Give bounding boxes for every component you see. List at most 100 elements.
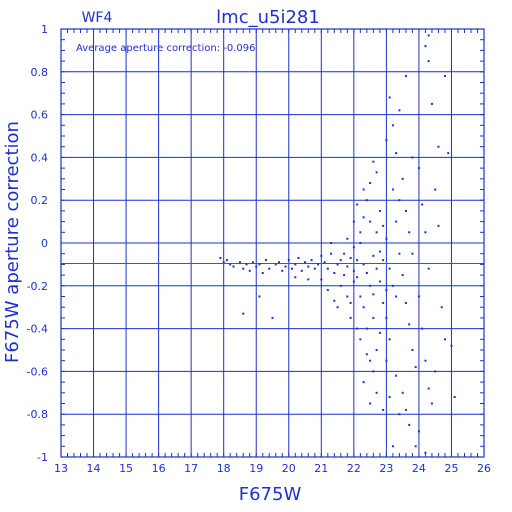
data-point <box>430 402 433 405</box>
data-point <box>372 316 375 319</box>
data-point <box>346 295 349 298</box>
data-point <box>391 445 394 448</box>
data-point <box>352 280 355 283</box>
data-point <box>264 259 267 262</box>
data-point <box>307 265 310 268</box>
data-point <box>434 370 437 373</box>
data-point <box>343 252 346 255</box>
data-point <box>375 171 378 174</box>
data-point <box>382 408 385 411</box>
data-point <box>404 301 407 304</box>
data-point <box>304 261 307 264</box>
data-point <box>424 359 427 362</box>
average-annotation: Average aperture correction: -0.096 <box>76 43 256 54</box>
x-tick-label: 23 <box>379 462 393 475</box>
data-point <box>255 265 258 268</box>
data-point <box>427 60 430 63</box>
data-point <box>362 216 365 219</box>
data-point <box>258 263 261 266</box>
data-point <box>385 359 388 362</box>
data-point <box>320 278 323 281</box>
data-point <box>359 338 362 341</box>
data-point <box>427 267 430 270</box>
data-point <box>395 374 398 377</box>
data-point <box>408 231 411 234</box>
data-point <box>225 259 228 262</box>
chart-title: lmc_u5i281 <box>216 7 320 28</box>
data-point <box>326 267 329 270</box>
data-point <box>310 259 313 262</box>
data-point <box>372 254 375 257</box>
data-point <box>382 224 385 227</box>
data-point <box>346 265 349 268</box>
data-point <box>404 75 407 78</box>
data-point <box>382 301 385 304</box>
data-point <box>385 139 388 142</box>
data-point <box>281 269 284 272</box>
data-point <box>245 263 248 266</box>
data-point <box>294 276 297 279</box>
x-tick-labels: 13 14 15 16 17 18 19 20 21 22 23 24 25 26 <box>54 462 491 475</box>
data-point <box>430 102 433 105</box>
data-point <box>307 278 310 281</box>
data-point <box>372 293 375 296</box>
data-point <box>333 299 336 302</box>
data-point <box>232 265 235 268</box>
data-point <box>382 259 385 262</box>
data-point <box>395 152 398 155</box>
data-point <box>369 359 372 362</box>
data-point <box>352 246 355 249</box>
data-point <box>391 188 394 191</box>
data-point <box>411 349 414 351</box>
data-point <box>229 263 232 266</box>
data-point <box>414 445 417 448</box>
data-point <box>339 284 342 287</box>
y-tick-label: 0.8 <box>31 66 49 79</box>
data-point <box>427 34 430 37</box>
data-point <box>375 391 378 394</box>
data-point <box>424 451 427 454</box>
x-tick-label: 18 <box>217 462 231 475</box>
data-point <box>414 366 417 369</box>
data-point <box>398 109 401 112</box>
x-tick-label: 24 <box>412 462 426 475</box>
data-point <box>323 261 326 264</box>
data-point <box>362 188 365 191</box>
data-point <box>261 271 264 274</box>
data-point <box>421 203 424 206</box>
data-point <box>395 295 398 298</box>
y-tick-label: -1 <box>37 451 48 464</box>
data-point <box>339 259 342 262</box>
data-point <box>251 261 254 264</box>
data-point <box>385 289 388 292</box>
y-tick-label: -0.8 <box>27 408 48 421</box>
data-point <box>411 252 414 255</box>
data-point <box>408 323 411 326</box>
data-point <box>294 263 297 266</box>
data-point <box>222 261 225 264</box>
data-point <box>359 242 362 244</box>
data-point <box>417 430 420 433</box>
data-point <box>362 263 365 266</box>
data-point <box>447 152 450 155</box>
x-tick-label: 14 <box>87 462 101 475</box>
data-point <box>388 267 391 270</box>
data-point <box>369 182 372 185</box>
data-point <box>300 269 303 272</box>
x-tick-label: 20 <box>282 462 296 475</box>
x-tick-label: 22 <box>347 462 361 475</box>
y-tick-label: -0.6 <box>27 365 48 378</box>
data-point <box>411 156 414 159</box>
x-tick-label: 17 <box>184 462 198 475</box>
data-point <box>317 263 320 266</box>
data-point <box>388 96 391 99</box>
data-point <box>398 413 401 416</box>
data-point <box>238 261 241 264</box>
data-point <box>378 250 381 253</box>
x-tick-label: 15 <box>119 462 133 475</box>
data-point <box>271 316 274 319</box>
data-point <box>356 259 359 262</box>
data-point <box>242 267 245 270</box>
data-point <box>365 271 368 274</box>
